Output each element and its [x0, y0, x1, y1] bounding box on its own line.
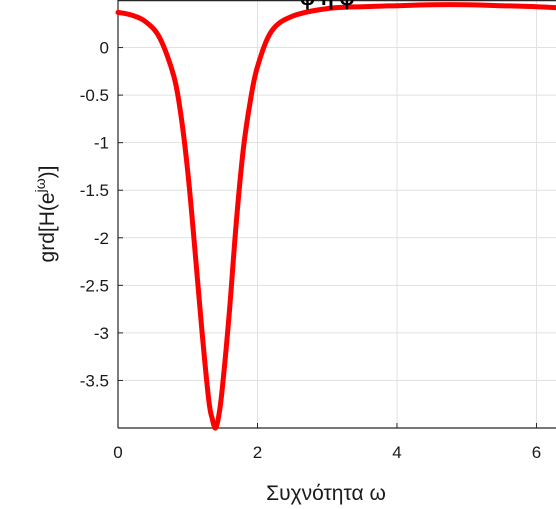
y-tick-label: -3.5	[80, 371, 109, 390]
x-tick-label: 2	[253, 443, 262, 462]
y-axis-label: grd[H(ejω)]	[32, 166, 59, 263]
title-fragment: φ ή φ	[300, 0, 355, 10]
y-tick-label: -3	[94, 324, 109, 343]
y-tick-label: -1	[94, 134, 109, 153]
y-tick-label: 0	[100, 39, 109, 58]
y-tick-label: -2	[94, 229, 109, 248]
series-line	[115, 2, 556, 431]
x-axis-label: Συχνότητα ω	[266, 482, 386, 505]
x-tick-label: 0	[113, 443, 122, 462]
x-axis-ticks: 0 2 4 6	[113, 423, 541, 462]
series-layer	[115, 2, 556, 431]
y-tick-label: -0.5	[80, 86, 109, 105]
svg-text:φ ή φ: φ ή φ	[300, 0, 355, 10]
axes-frame	[117, 0, 556, 429]
plot-background	[118, 0, 556, 428]
y-axis-ticks: 0 -0.5 -1 -1.5 -2 -2.5 -3 -3.5	[80, 39, 123, 390]
y-tick-label: -2.5	[80, 276, 109, 295]
x-tick-label: 4	[392, 443, 401, 462]
y-tick-label: -1.5	[80, 181, 109, 200]
x-tick-label: 6	[532, 443, 541, 462]
